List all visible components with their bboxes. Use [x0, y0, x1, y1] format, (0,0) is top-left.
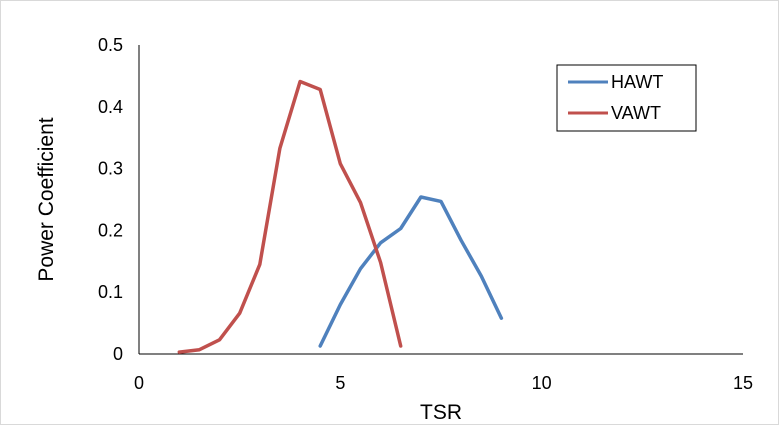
- x-tick-label: 0: [134, 373, 144, 393]
- legend: HAWT VAWT: [556, 64, 697, 132]
- y-tick-label: 0.1: [98, 282, 123, 302]
- series-line-hawt: [318, 195, 504, 348]
- legend-label-vawt: VAWT: [611, 103, 661, 123]
- y-tick-label: 0.4: [98, 97, 123, 117]
- y-tick-label: 0.3: [98, 159, 123, 179]
- legend-box: [556, 64, 697, 132]
- axes: [138, 45, 743, 355]
- x-tick-label: 15: [733, 373, 753, 393]
- series-layer: [177, 79, 504, 354]
- y-tick-label: 0.2: [98, 220, 123, 240]
- series-line-vawt: [177, 79, 403, 354]
- legend-label-hawt: HAWT: [611, 72, 663, 92]
- x-tick-label: 5: [335, 373, 345, 393]
- y-tick-label: 0.5: [98, 35, 123, 55]
- x-tick-label: 10: [532, 373, 552, 393]
- y-axis-title: Power Coefficient: [35, 117, 58, 281]
- y-tick-label: 0: [113, 344, 123, 364]
- x-axis-title: TSR: [420, 401, 462, 424]
- tick-labels: 0 5 10 15 0 0.1 0.2 0.3 0.4 0.5: [98, 35, 753, 393]
